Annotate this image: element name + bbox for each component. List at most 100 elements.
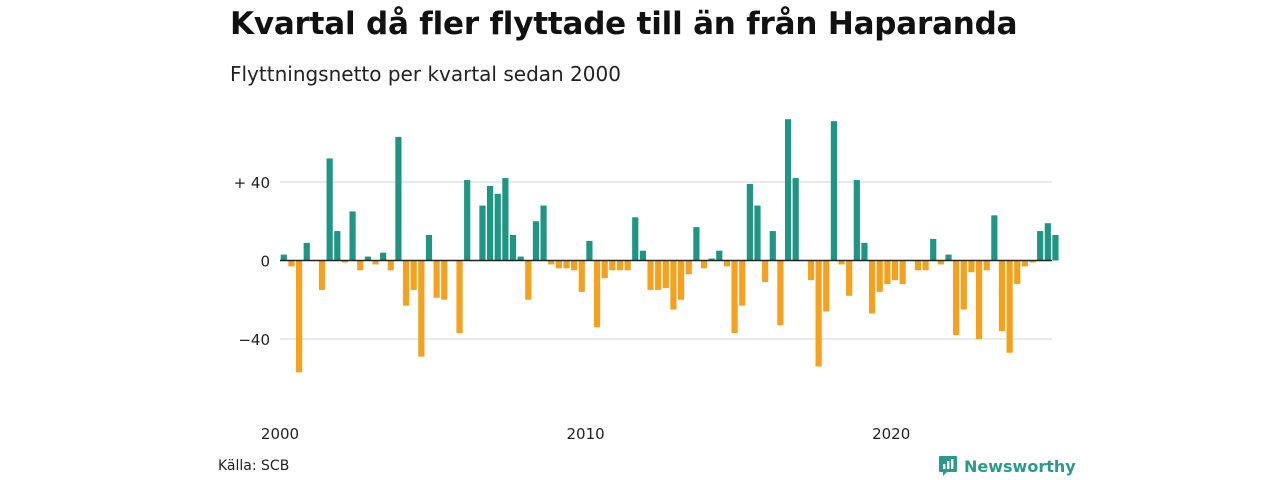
y-tick-label: 0 xyxy=(260,253,270,271)
bar xyxy=(792,178,799,261)
bar xyxy=(693,227,700,261)
chart-subtitle: Flyttningsnetto per kvartal sedan 2000 xyxy=(230,62,621,86)
bar xyxy=(494,193,501,261)
bar xyxy=(670,260,677,310)
chart-title: Kvartal då fler flyttade till än från Ha… xyxy=(230,6,1018,42)
bar xyxy=(296,260,303,373)
bar xyxy=(372,260,379,265)
source-note: Källa: SCB xyxy=(218,458,290,474)
bar xyxy=(578,260,585,292)
bar xyxy=(1037,231,1044,261)
bar xyxy=(662,260,669,288)
bar xyxy=(624,260,631,271)
bar xyxy=(930,238,937,261)
bar xyxy=(861,242,868,261)
bar xyxy=(441,260,448,300)
bar xyxy=(509,234,517,261)
bar xyxy=(456,260,463,334)
bar xyxy=(402,260,410,306)
bar xyxy=(922,260,929,271)
x-tick-label: 2010 xyxy=(567,425,605,443)
bar xyxy=(815,260,822,367)
bar xyxy=(716,250,723,261)
bar xyxy=(303,242,310,261)
bar xyxy=(746,183,753,261)
bar xyxy=(830,121,837,261)
bar xyxy=(532,221,540,261)
bar xyxy=(647,260,654,290)
bar xyxy=(425,234,433,261)
bar xyxy=(937,260,944,265)
bar xyxy=(349,211,356,261)
bar xyxy=(823,260,830,312)
bar xyxy=(975,260,983,339)
bar xyxy=(601,260,608,279)
bar xyxy=(479,205,486,261)
bar xyxy=(739,260,746,306)
bar xyxy=(807,260,815,281)
bar xyxy=(838,260,845,265)
bar xyxy=(364,256,371,261)
bar xyxy=(784,119,792,261)
bar xyxy=(884,260,891,285)
bar xyxy=(395,136,402,261)
bars xyxy=(280,119,1059,373)
bar xyxy=(1014,260,1021,285)
newsworthy-brand[interactable]: Newsworthy xyxy=(938,455,1076,477)
bar xyxy=(288,260,295,267)
bar xyxy=(357,260,364,271)
bar xyxy=(998,260,1006,332)
x-tick-label: 2000 xyxy=(261,425,299,443)
bar xyxy=(616,260,624,271)
bar xyxy=(341,260,349,263)
bar xyxy=(876,260,883,292)
brand-name: Newsworthy xyxy=(964,456,1076,476)
x-tick-label: 2020 xyxy=(872,425,910,443)
bar xyxy=(655,260,662,290)
bar xyxy=(723,260,731,267)
bar xyxy=(731,260,738,334)
bar xyxy=(708,258,715,261)
bar xyxy=(410,260,417,290)
bar xyxy=(632,217,639,261)
bar-chart: + 40 0 −40 2000 2010 2020 xyxy=(234,119,1059,443)
bar xyxy=(869,260,876,314)
bar xyxy=(953,260,960,336)
bar xyxy=(769,231,776,261)
bar xyxy=(464,180,471,261)
bar xyxy=(968,260,975,273)
bar xyxy=(540,205,547,261)
bar xyxy=(700,260,708,269)
bar xyxy=(754,205,761,261)
bar xyxy=(1021,260,1028,267)
bar xyxy=(593,260,601,328)
bar xyxy=(983,260,990,271)
bar xyxy=(609,260,616,271)
bar xyxy=(639,250,646,261)
newsworthy-logo-icon xyxy=(939,456,957,476)
y-tick-label: −40 xyxy=(238,331,270,349)
bar xyxy=(762,260,769,283)
bar xyxy=(678,260,685,300)
bar xyxy=(563,260,570,269)
axis-labels: + 40 0 −40 2000 2010 2020 xyxy=(234,174,1052,443)
bar xyxy=(487,185,494,261)
bar xyxy=(853,180,860,261)
bar xyxy=(387,260,394,271)
bar xyxy=(685,260,692,275)
bar xyxy=(1044,223,1051,261)
gridlines xyxy=(280,181,1052,340)
bar xyxy=(991,215,998,261)
bar xyxy=(891,260,899,281)
bar xyxy=(1052,234,1059,261)
bar xyxy=(525,260,532,300)
y-tick-label: + 40 xyxy=(234,174,270,192)
bar xyxy=(846,260,853,296)
bar xyxy=(914,260,922,271)
bar xyxy=(502,178,509,261)
bar xyxy=(517,256,524,261)
bar xyxy=(571,260,578,271)
bar xyxy=(1006,260,1013,353)
bar xyxy=(899,260,906,285)
bar xyxy=(418,260,425,357)
